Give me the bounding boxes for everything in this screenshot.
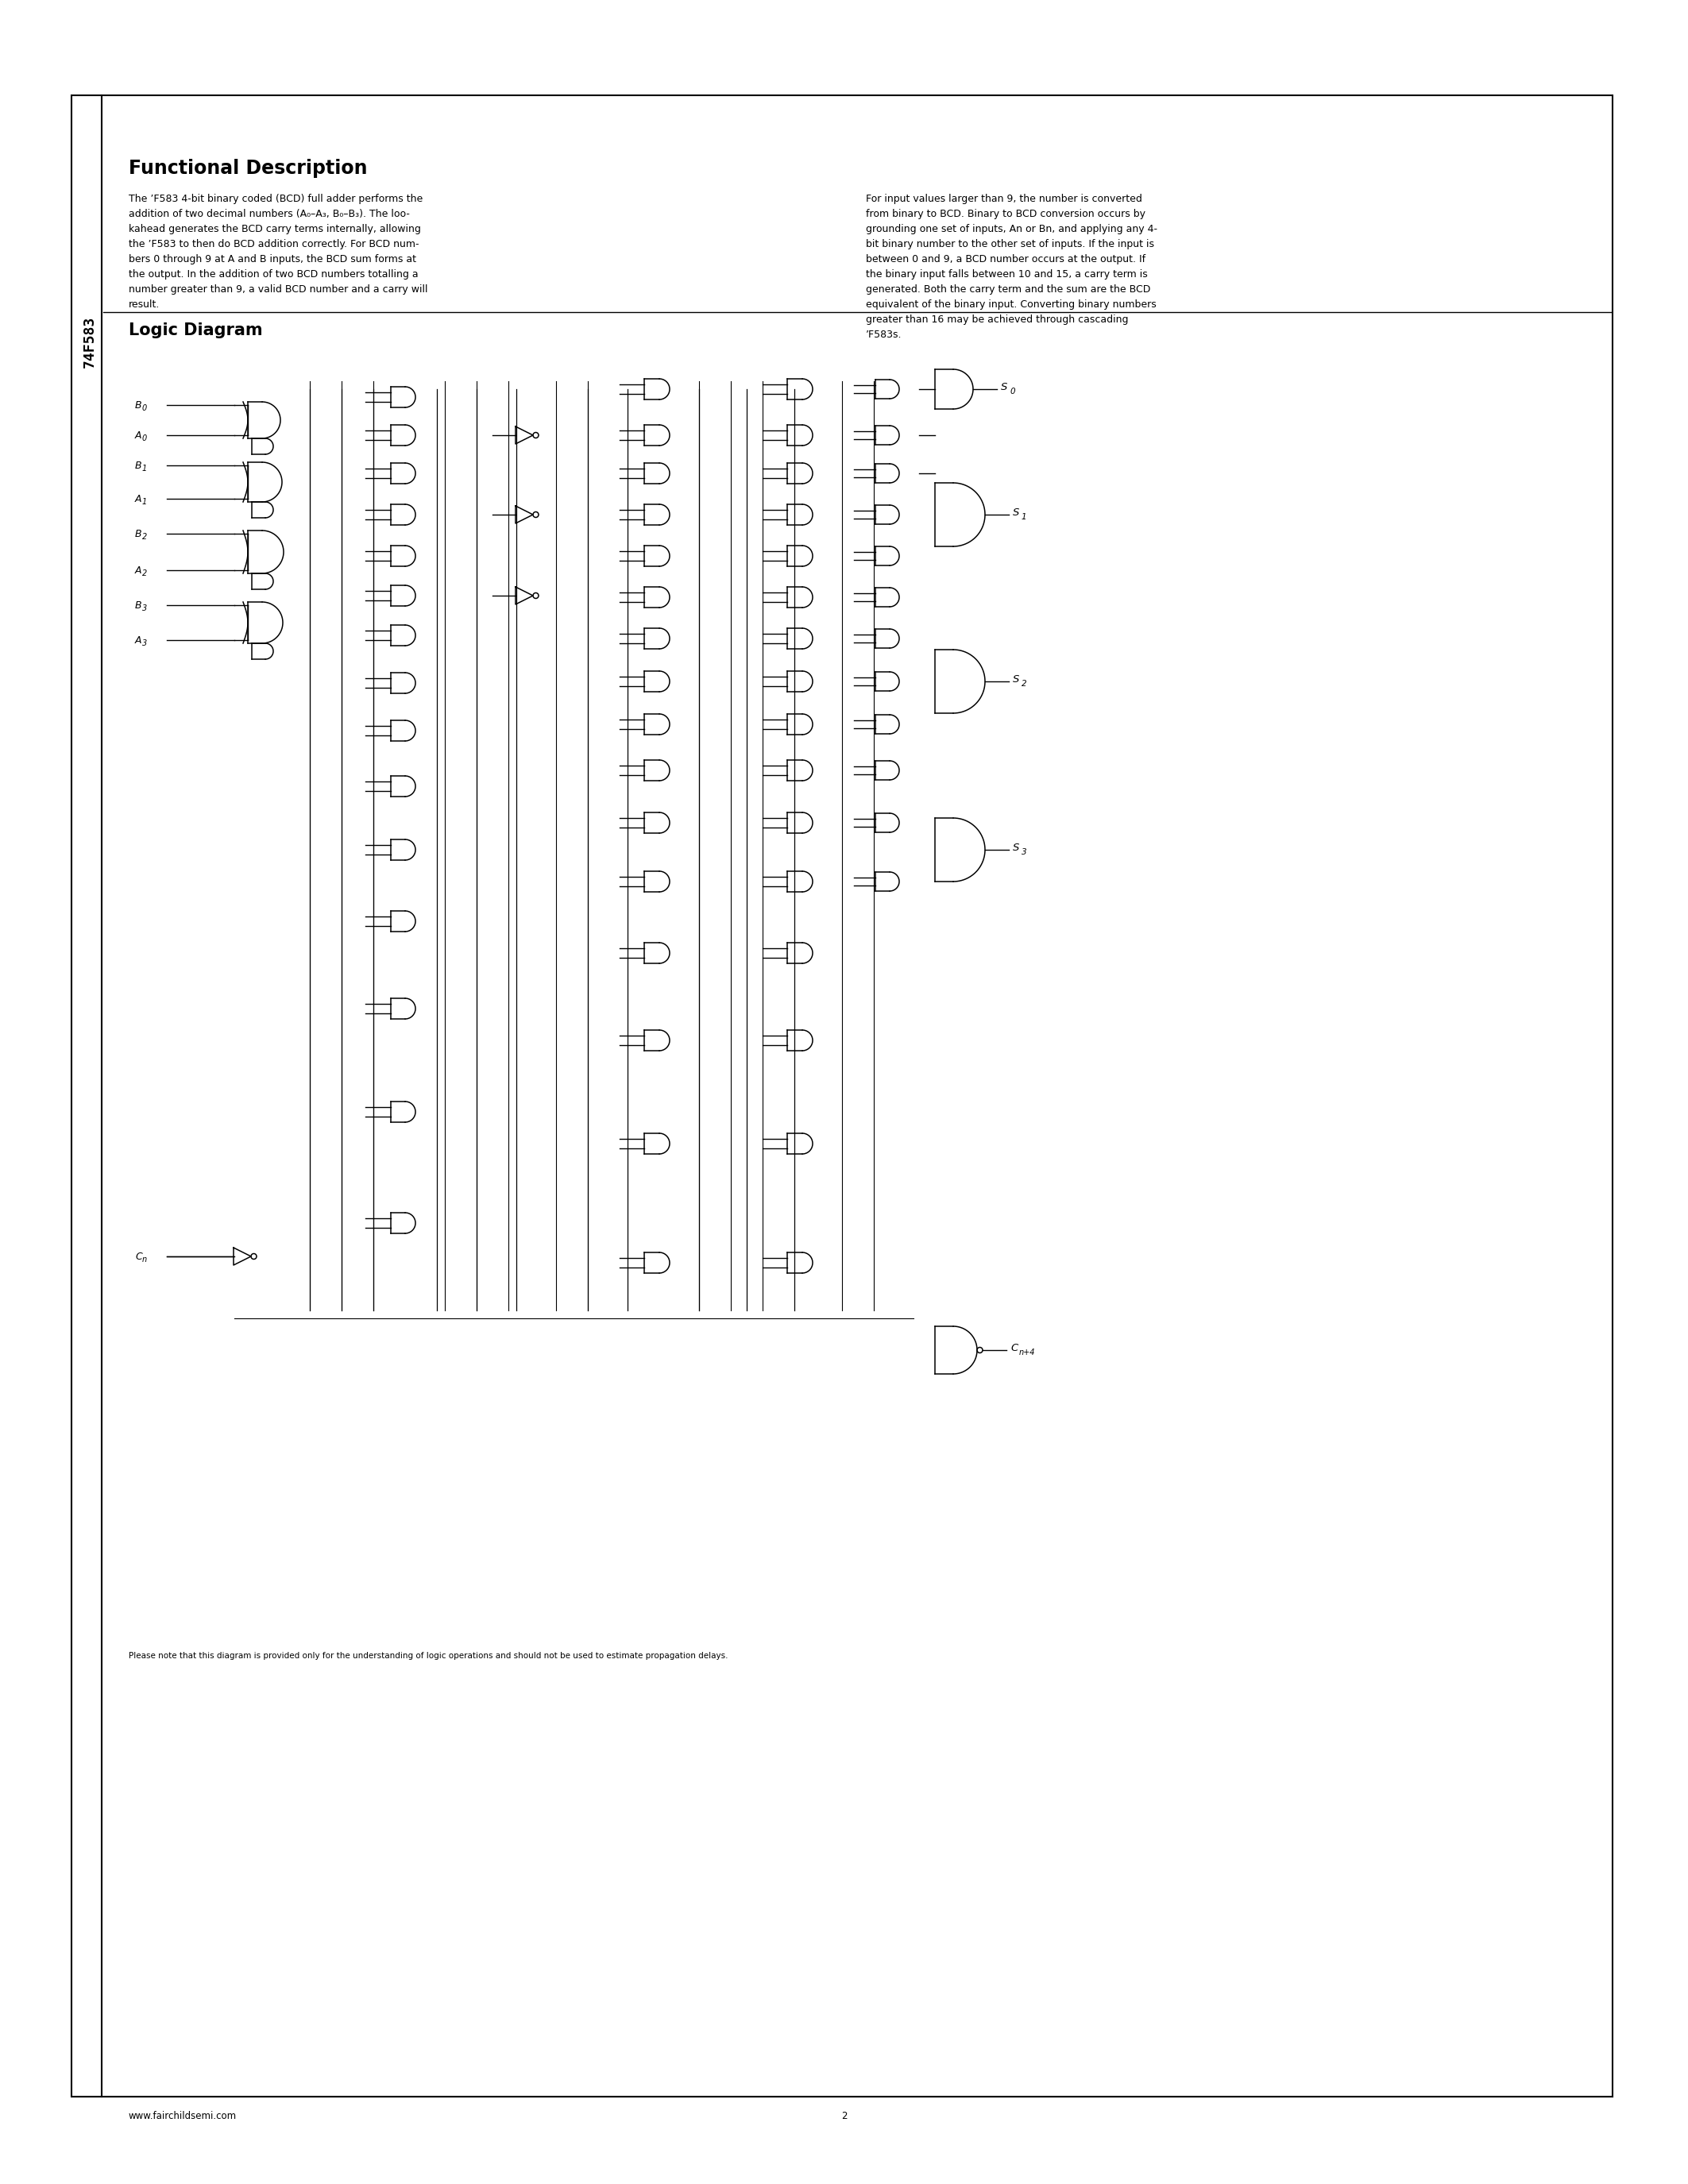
Text: kahead generates the BCD carry terms internally, allowing: kahead generates the BCD carry terms int…: [128, 225, 420, 234]
Text: 3: 3: [142, 640, 147, 646]
Text: n: n: [142, 1256, 147, 1265]
Text: B: B: [135, 529, 142, 539]
Text: C: C: [135, 1251, 142, 1262]
Text: B: B: [135, 601, 142, 609]
Text: C: C: [1011, 1343, 1018, 1352]
Text: 2: 2: [841, 2112, 847, 2121]
Text: B: B: [135, 400, 142, 411]
Text: the ’F583 to then do BCD addition correctly. For BCD num-: the ’F583 to then do BCD addition correc…: [128, 238, 419, 249]
Text: the output. In the addition of two BCD numbers totalling a: the output. In the addition of two BCD n…: [128, 269, 419, 280]
Text: result.: result.: [128, 299, 160, 310]
Text: 1: 1: [142, 498, 147, 507]
Text: 2: 2: [142, 570, 147, 577]
Text: equivalent of the binary input. Converting binary numbers: equivalent of the binary input. Converti…: [866, 299, 1156, 310]
Text: S: S: [1013, 675, 1020, 684]
Text: The ’F583 4-bit binary coded (BCD) full adder performs the: The ’F583 4-bit binary coded (BCD) full …: [128, 194, 422, 203]
Text: 3: 3: [142, 605, 147, 612]
Text: B: B: [135, 461, 142, 470]
Text: S: S: [1013, 843, 1020, 852]
Text: bit binary number to the other set of inputs. If the input is: bit binary number to the other set of in…: [866, 238, 1155, 249]
Text: Logic Diagram: Logic Diagram: [128, 323, 263, 339]
Text: grounding one set of inputs, An or Bn, and applying any 4-: grounding one set of inputs, An or Bn, a…: [866, 225, 1158, 234]
Text: Functional Description: Functional Description: [128, 159, 368, 177]
Text: A: A: [135, 430, 142, 441]
Text: 2: 2: [1021, 679, 1026, 688]
Text: 2: 2: [142, 533, 147, 542]
Text: greater than 16 may be achieved through cascading: greater than 16 may be achieved through …: [866, 314, 1128, 325]
Text: addition of two decimal numbers (A₀–A₃, B₀–B₃). The loo-: addition of two decimal numbers (A₀–A₃, …: [128, 210, 410, 218]
Text: 1: 1: [1021, 513, 1026, 522]
Text: Please note that this diagram is provided only for the understanding of logic op: Please note that this diagram is provide…: [128, 1651, 728, 1660]
Text: 0: 0: [142, 404, 147, 413]
Text: between 0 and 9, a BCD number occurs at the output. If: between 0 and 9, a BCD number occurs at …: [866, 253, 1146, 264]
Text: 1: 1: [142, 465, 147, 472]
Text: the binary input falls between 10 and 15, a carry term is: the binary input falls between 10 and 15…: [866, 269, 1148, 280]
Text: n+4: n+4: [1020, 1348, 1035, 1356]
Text: 74F583: 74F583: [83, 317, 96, 367]
Text: generated. Both the carry term and the sum are the BCD: generated. Both the carry term and the s…: [866, 284, 1151, 295]
Text: A: A: [135, 566, 142, 574]
Text: A: A: [135, 494, 142, 505]
Text: bers 0 through 9 at A and B inputs, the BCD sum forms at: bers 0 through 9 at A and B inputs, the …: [128, 253, 417, 264]
Text: For input values larger than 9, the number is converted: For input values larger than 9, the numb…: [866, 194, 1143, 203]
Text: number greater than 9, a valid BCD number and a carry will: number greater than 9, a valid BCD numbe…: [128, 284, 427, 295]
Text: www.fairchildsemi.com: www.fairchildsemi.com: [128, 2112, 236, 2121]
Text: from binary to BCD. Binary to BCD conversion occurs by: from binary to BCD. Binary to BCD conver…: [866, 210, 1146, 218]
Text: 3: 3: [1021, 847, 1026, 856]
Text: S: S: [1001, 382, 1008, 391]
Text: S: S: [1013, 507, 1020, 518]
Text: 0: 0: [1009, 387, 1014, 395]
Text: ’F583s.: ’F583s.: [866, 330, 901, 341]
Text: 0: 0: [142, 435, 147, 443]
Text: A: A: [135, 636, 142, 644]
